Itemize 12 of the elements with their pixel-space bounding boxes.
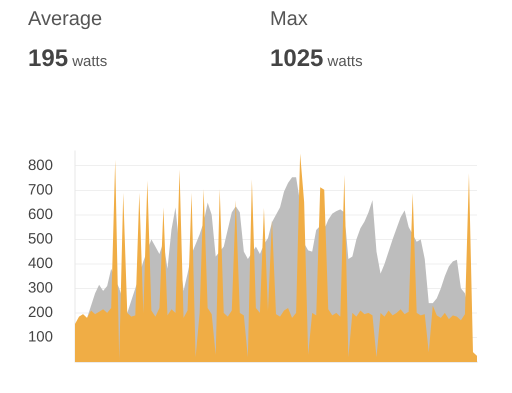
y-tick-label: 700 xyxy=(28,181,53,198)
text: Average xyxy=(28,8,104,31)
y-tick-label: 800 xyxy=(28,156,53,174)
text: 195 watts xyxy=(28,45,108,72)
y-tick-label: 100 xyxy=(28,328,53,346)
y-tick-label: 400 xyxy=(28,255,53,272)
y-tick-label: 300 xyxy=(28,280,53,297)
text: 1025 watts xyxy=(270,45,363,72)
y-tick-label: 200 xyxy=(28,304,53,322)
y-tick-label: 500 xyxy=(28,230,53,248)
y-tick-label: 600 xyxy=(28,206,53,223)
text: Max xyxy=(270,8,309,31)
